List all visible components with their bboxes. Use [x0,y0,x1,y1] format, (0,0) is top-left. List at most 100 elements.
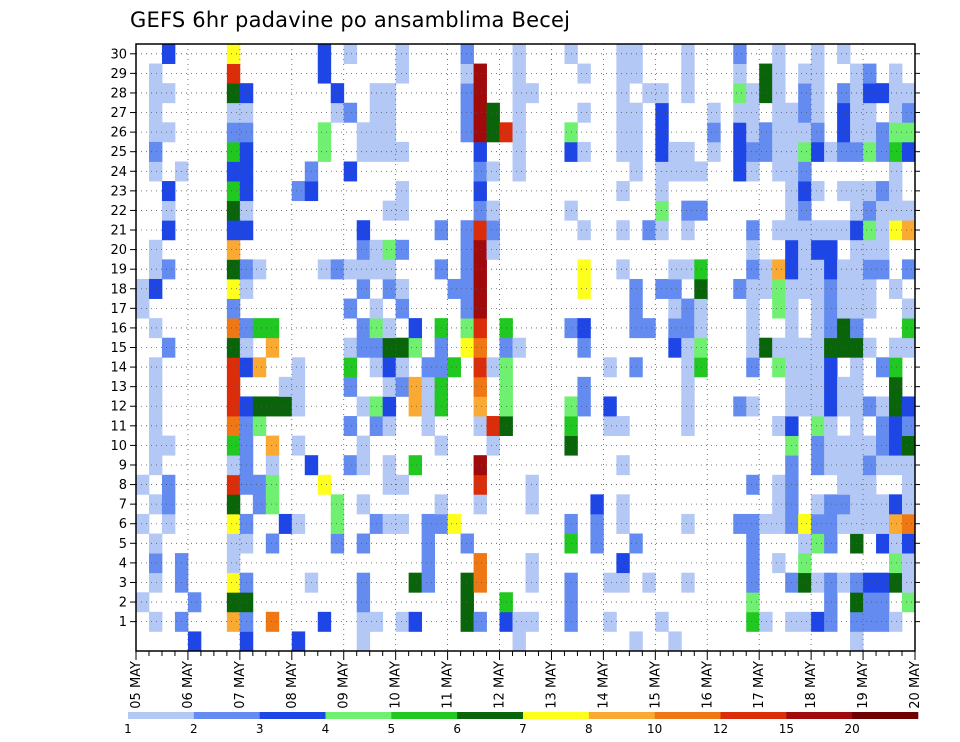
precip-cell [226,533,241,554]
precip-cell [798,83,812,104]
precip-cell [278,376,293,397]
precip-cell [317,63,332,84]
precip-cell [460,592,474,613]
precip-cell [603,611,617,632]
precip-cell [876,611,890,632]
precip-cell [512,63,526,84]
precip-cell [681,357,695,378]
precip-cell [486,357,500,378]
precip-cell [395,141,410,162]
precip-cell [395,337,410,358]
precip-cell [876,494,890,515]
y-tick-label: 14 [110,361,127,376]
precip-cell [382,83,397,104]
precip-cell [356,455,371,476]
precip-cell [616,494,630,515]
precip-cell [681,83,695,104]
precip-cell [746,278,760,299]
precip-cell [512,122,526,143]
precip-cell [356,239,371,260]
precip-cell [616,259,630,280]
precip-cell [902,553,916,574]
x-tick-label: 20 MAY [908,661,923,709]
legend-label: 7 [519,722,527,736]
precip-cell [863,455,877,476]
precip-cell [616,122,630,143]
precip-cell [382,318,397,339]
precip-cell [616,44,630,64]
precip-cell [148,494,163,515]
precip-cell [382,376,397,397]
precip-cell [590,533,604,554]
precip-cell [889,435,903,456]
precip-cell [733,44,747,64]
precip-cell [863,494,877,515]
precip-cell [681,161,695,182]
precip-cell [746,553,760,574]
precip-cell [226,102,241,123]
precip-cell [798,141,812,162]
precip-cell [226,181,241,202]
precip-cell [707,122,721,143]
precip-cell [265,474,280,495]
precip-cell [226,318,241,339]
precip-cell [486,161,500,182]
legend-swatch [128,712,195,719]
precip-cell [889,376,903,397]
precip-cell [226,220,241,241]
precip-cell [330,259,345,280]
precip-cell [746,122,760,143]
precip-cell [525,474,539,495]
precip-cell [746,161,760,182]
precip-cell [382,239,397,260]
precip-cell [161,44,176,64]
precip-cell [811,63,825,84]
precip-cell [148,239,163,260]
precip-cell [811,122,825,143]
precip-cell [421,513,436,534]
precip-cell [746,141,760,162]
precip-cell [356,572,371,593]
precip-cell [889,455,903,476]
precip-cell [577,396,591,417]
precip-cell [343,357,358,378]
precip-cell [460,278,474,299]
precip-cell [746,533,760,554]
precip-cell [356,592,371,613]
precip-cell [330,83,345,104]
precip-cell [746,83,760,104]
precip-cell [889,63,903,84]
precip-cell [148,161,163,182]
precip-cell [798,161,812,182]
precip-cell [863,141,877,162]
precip-cell [733,102,747,123]
precip-cell [356,494,371,515]
precip-cell [733,122,747,143]
precip-cell [759,513,773,534]
precip-cell [694,278,708,299]
precip-cell [291,357,306,378]
legend-swatch [852,712,919,719]
precip-cell [252,396,267,417]
precip-cell [382,141,397,162]
precip-cell [746,357,760,378]
precip-cell [265,396,280,417]
y-tick-label: 30 [110,47,127,62]
precip-cell [291,376,306,397]
precip-cell [512,631,526,652]
precip-cell [616,63,630,84]
precip-cell [668,318,682,339]
precip-cell [811,318,825,339]
precip-cell [356,631,371,652]
precip-cell [577,318,591,339]
precip-cell [460,122,474,143]
precip-cell [811,337,825,358]
precip-cell [837,435,851,456]
precip-cell [746,318,760,339]
precip-cell [473,122,487,143]
precip-cell [473,63,487,84]
precip-cell [278,513,293,534]
precip-cell [603,572,617,593]
precip-cell [707,102,721,123]
